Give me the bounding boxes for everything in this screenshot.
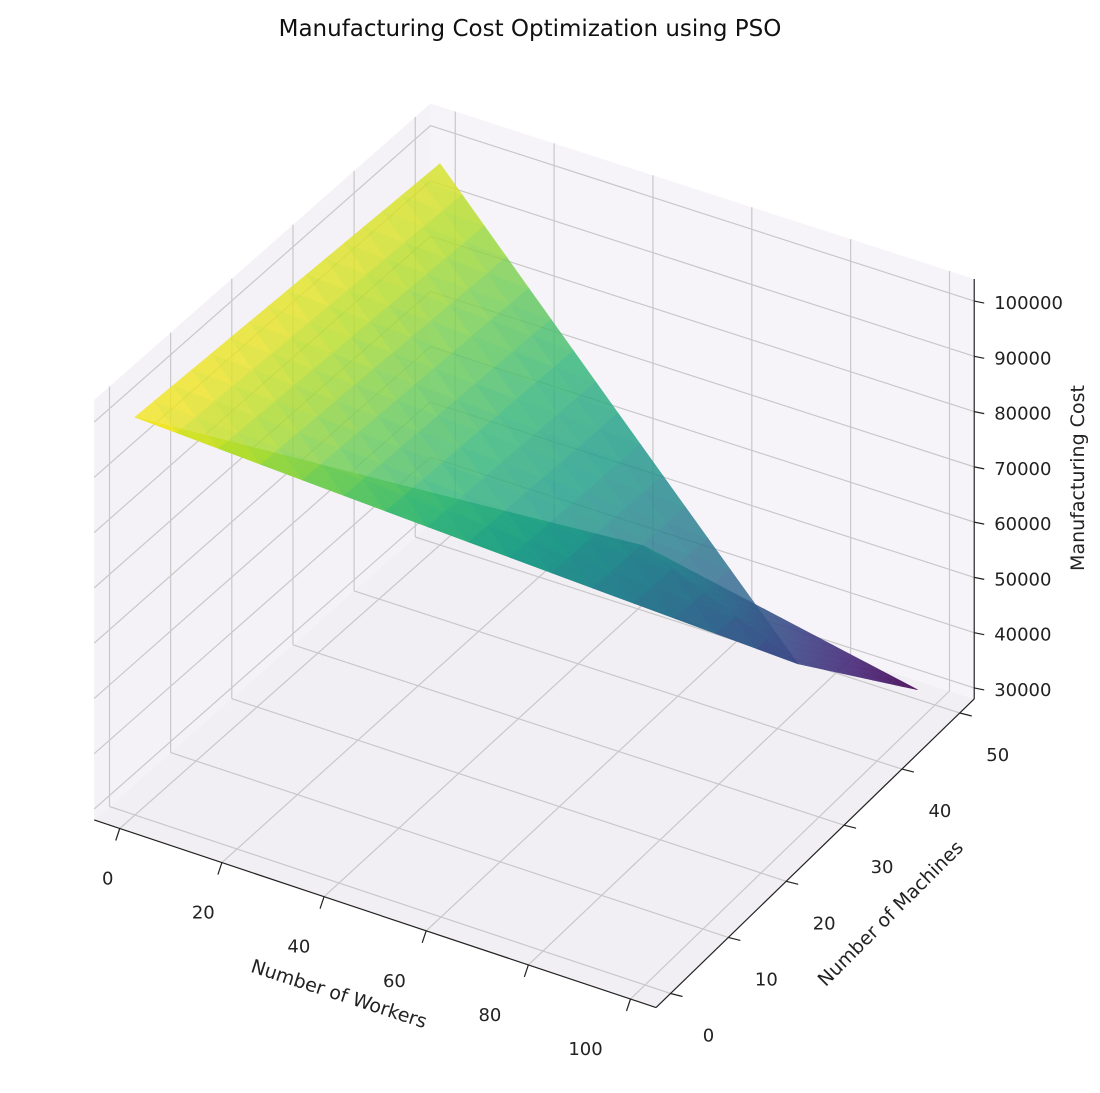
- x-axis-line: [94, 819, 657, 1009]
- surface-facet: [487, 256, 530, 289]
- surface-patch: [643, 545, 918, 691]
- z-tick-label: 60000: [994, 514, 1051, 535]
- floor-grid-x: [119, 531, 456, 829]
- y-tick-mark: [843, 824, 857, 829]
- floor-grid-x: [221, 562, 555, 864]
- back-grid-z: [430, 125, 975, 302]
- surface-facet: [576, 381, 619, 414]
- x-tick-label: 20: [192, 903, 215, 924]
- surface-facet: [464, 225, 508, 258]
- x-tick-mark: [319, 896, 325, 909]
- z-axis-label: Manufacturing Cost: [1067, 385, 1089, 571]
- floor-grid-x: [630, 690, 950, 1000]
- z-tick-mark: [974, 687, 985, 691]
- surface-facet: [803, 659, 821, 670]
- x-tick-mark: [523, 964, 529, 978]
- z-tick-label: 70000: [994, 459, 1051, 480]
- x-tick-label: 80: [478, 1005, 501, 1026]
- surface-facet: [420, 163, 463, 196]
- z-tick-label: 40000: [994, 625, 1051, 646]
- floor-grid-y: [292, 644, 845, 826]
- z-tick-mark: [974, 411, 985, 415]
- back-grid-z: [430, 235, 975, 413]
- surface-facet: [885, 677, 903, 687]
- x-axis-label: Number of Workers: [248, 955, 429, 1033]
- x-tick-mark: [625, 998, 632, 1012]
- surface-facet: [810, 661, 829, 671]
- floor-grid-y: [170, 752, 729, 938]
- z-tick-label: 100000: [994, 293, 1063, 314]
- floor-grid-y: [231, 698, 787, 882]
- floor-grid-x: [425, 626, 753, 932]
- surface-facet: [855, 670, 873, 681]
- surface-facet: [688, 537, 732, 571]
- back-grid-z: [430, 180, 975, 357]
- y-tick-mark: [959, 712, 972, 717]
- y-tick-label: 40: [928, 801, 951, 822]
- surface-facet: [870, 674, 888, 684]
- z-tick-label: 50000: [994, 569, 1051, 590]
- surface-facet: [863, 672, 881, 682]
- y-tick-label: 0: [703, 1026, 714, 1047]
- z-tick-label: 80000: [994, 404, 1051, 425]
- z-tick-mark: [974, 576, 985, 580]
- surface-facet: [892, 678, 911, 689]
- surface-facet: [795, 657, 814, 668]
- x-tick-label: 60: [383, 971, 406, 992]
- floor-grid-x: [323, 594, 654, 898]
- x-tick-label: 40: [287, 937, 310, 958]
- surface-facet: [833, 665, 851, 676]
- floor-grid-y: [353, 590, 903, 770]
- surface-facet: [643, 475, 687, 508]
- surface-facet: [900, 680, 918, 691]
- y-tick-label: 30: [871, 857, 894, 878]
- floor-grid-y: [109, 805, 671, 995]
- z-tick-mark: [974, 521, 985, 525]
- left-grid-z: [93, 512, 431, 810]
- y-tick-mark: [670, 992, 683, 998]
- x-tick-mark: [115, 828, 121, 841]
- surface-facet: [509, 287, 552, 321]
- surface-facet: [878, 675, 896, 686]
- surface-facet: [840, 667, 859, 678]
- y-tick-mark: [786, 880, 799, 885]
- z-tick-mark: [974, 466, 985, 470]
- y-tick-label: 50: [986, 745, 1009, 766]
- x-tick-mark: [421, 930, 427, 943]
- y-tick-label: 20: [813, 913, 836, 934]
- surface-facet: [818, 662, 836, 673]
- x-tick-label: 0: [102, 869, 113, 890]
- floor-grid-x: [527, 658, 852, 966]
- z-tick-label: 30000: [994, 680, 1051, 701]
- x-tick-label: 100: [568, 1039, 602, 1060]
- surface-facet: [531, 318, 575, 352]
- chart-title: Manufacturing Cost Optimization using PS…: [279, 16, 782, 42]
- surface-facet: [598, 412, 642, 445]
- z-tick-mark: [974, 355, 985, 359]
- z-tick-mark: [974, 300, 985, 304]
- tick-labels: 0 20 40 60 80 100 0 10 20 30 40 50 30000 40000 50000 60…: [102, 293, 1063, 1060]
- y-tick-label: 10: [755, 969, 778, 990]
- z-tick-label: 90000: [994, 348, 1051, 369]
- z-tick-mark: [974, 632, 985, 636]
- x-tick-mark: [217, 862, 223, 875]
- surface-facet: [825, 664, 844, 674]
- surface-facet: [621, 443, 664, 477]
- surface-facet: [442, 194, 486, 227]
- axis-lines: [94, 278, 985, 1012]
- surface-facet: [553, 350, 597, 383]
- surface: [134, 163, 918, 691]
- surface-facet: [788, 656, 806, 666]
- surface-facet: [666, 506, 709, 539]
- left-grid-z: [93, 125, 431, 423]
- y-tick-mark: [728, 936, 741, 941]
- floor-grid-y: [415, 536, 960, 714]
- surface-facet: [848, 669, 866, 679]
- y-axis-line: [655, 698, 975, 1008]
- y-tick-mark: [901, 768, 915, 773]
- surface-patch: [134, 163, 799, 665]
